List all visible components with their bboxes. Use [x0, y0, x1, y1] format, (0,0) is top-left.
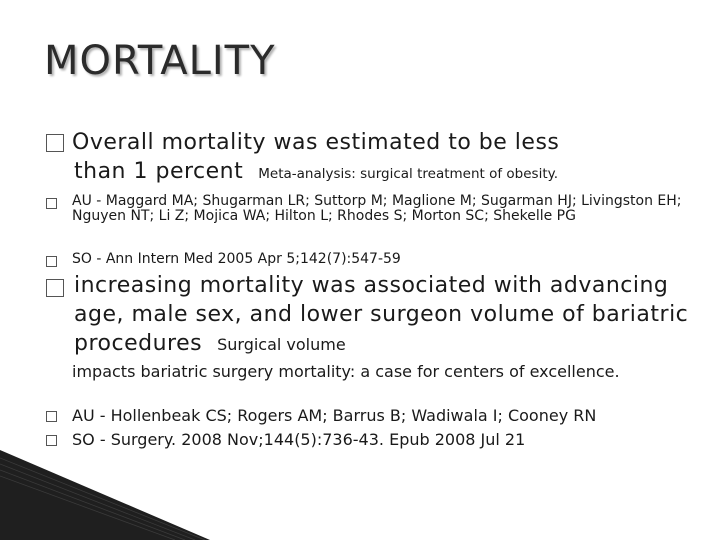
- sub-bullet-author-2: AU - Hollenbeak CS; Rogers AM; Barrus B;…: [46, 406, 690, 425]
- reference-title-continued: impacts bariatric surgery mortality: a c…: [46, 362, 690, 381]
- slide-title: MORTALITY: [44, 38, 276, 84]
- square-bullet-icon: [46, 435, 57, 446]
- sub-bullet-source-2: SO - Surgery. 2008 Nov;144(5):736-43. Ep…: [46, 430, 690, 449]
- reference-title: Meta-analysis: surgical treatment of obe…: [258, 166, 558, 182]
- bullet-overall-mortality: Overall mortality was estimated to be le…: [46, 128, 690, 189]
- bullet-text-main: increasing mortality was associated with…: [74, 273, 689, 356]
- bullet-text-line2: than 1 percent Meta-analysis: surgical t…: [46, 157, 690, 189]
- bullet-text-line2-main: than 1 percent: [74, 159, 244, 184]
- reference-source: SO - Ann Intern Med 2005 Apr 5;142(7):54…: [72, 251, 401, 267]
- square-bullet-icon: [46, 134, 64, 152]
- reference-title: Surgical volume: [217, 335, 346, 354]
- corner-decoration: [0, 450, 210, 540]
- sub-bullet-author-1: AU - Maggard MA; Shugarman LR; Suttorp M…: [46, 194, 690, 224]
- sub-bullet-source-1: SO - Ann Intern Med 2005 Apr 5;142(7):54…: [46, 252, 690, 267]
- reference-source: SO - Surgery. 2008 Nov;144(5):736-43. Ep…: [72, 430, 526, 449]
- bullet-text-line1: Overall mortality was estimated to be le…: [72, 130, 560, 155]
- corner-decoration-shape: [0, 450, 210, 540]
- bullet-increasing-mortality: increasing mortality was associated with…: [46, 271, 690, 359]
- square-bullet-icon: [46, 279, 64, 297]
- square-bullet-icon: [46, 411, 57, 422]
- reference-authors: AU - Maggard MA; Shugarman LR; Suttorp M…: [72, 193, 682, 224]
- square-bullet-icon: [46, 256, 57, 267]
- corner-decoration-lines: [0, 457, 206, 540]
- reference-title-cont: impacts bariatric surgery mortality: a c…: [72, 362, 620, 381]
- square-bullet-icon: [46, 198, 57, 209]
- reference-authors: AU - Hollenbeak CS; Rogers AM; Barrus B;…: [72, 406, 597, 425]
- bullet-text: increasing mortality was associated with…: [46, 271, 690, 359]
